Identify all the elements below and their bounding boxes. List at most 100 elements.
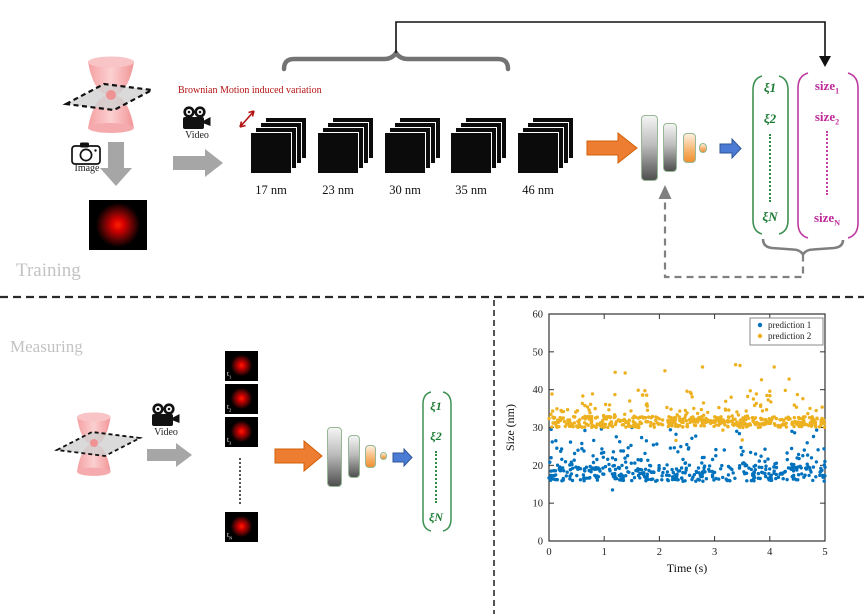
data-point (566, 419, 570, 423)
data-point (590, 419, 594, 423)
data-point (627, 423, 631, 428)
data-point (774, 472, 778, 477)
data-point (581, 394, 585, 398)
data-point (780, 472, 784, 476)
data-point (648, 464, 653, 468)
data-point (593, 406, 597, 411)
blue-arrow-training (719, 137, 742, 160)
data-point (801, 454, 805, 458)
data-point (684, 419, 689, 423)
data-point (772, 422, 777, 426)
data-point-outlier (583, 428, 587, 433)
data-point (628, 399, 632, 403)
data-point (810, 415, 814, 419)
data-point (704, 416, 708, 421)
data-point (600, 447, 604, 451)
data-point (591, 454, 595, 458)
network-layer-2-training (663, 123, 677, 172)
data-point (662, 466, 666, 471)
data-point (784, 416, 788, 420)
data-point (748, 423, 753, 427)
data-point (759, 403, 763, 407)
data-point (783, 388, 787, 393)
x-tick-label: 2 (657, 547, 662, 558)
data-point (706, 410, 710, 415)
data-point (783, 469, 787, 474)
trapped-particle-measuring (90, 439, 98, 447)
data-point (789, 462, 794, 466)
data-point (752, 479, 756, 483)
stack-size-label: 46 nm (522, 183, 554, 197)
data-point-outlier (772, 365, 776, 369)
x-tick-label: 3 (712, 547, 717, 558)
data-point (611, 450, 616, 454)
data-point (587, 417, 591, 421)
data-point-outlier (740, 438, 744, 442)
data-point (801, 418, 806, 422)
data-point (670, 475, 675, 479)
data-point (595, 478, 600, 482)
data-point (690, 395, 694, 399)
data-point (712, 419, 716, 423)
data-point (760, 465, 764, 470)
data-point (803, 415, 807, 419)
data-point-outlier (550, 440, 554, 444)
data-point (580, 447, 584, 451)
vector-entry-1: ξ1 (763, 80, 777, 95)
x-tick-label: 5 (822, 547, 827, 558)
data-point (679, 466, 684, 470)
data-point (549, 412, 553, 416)
data-point (629, 409, 633, 413)
data-point (753, 468, 757, 472)
data-point (687, 473, 692, 477)
data-point (593, 473, 597, 478)
data-point (576, 419, 580, 424)
data-point (724, 477, 728, 481)
measuring-section-label: Measuring (10, 337, 83, 356)
data-point (592, 424, 596, 428)
data-point (683, 461, 688, 465)
data-point (555, 407, 559, 411)
stack-size-label: 30 nm (389, 183, 421, 197)
data-point (681, 470, 685, 475)
data-point (780, 423, 784, 427)
data-point (676, 450, 680, 454)
data-point (769, 473, 773, 477)
data-point (593, 416, 598, 420)
data-point (624, 466, 629, 470)
data-point (667, 423, 671, 428)
data-point (568, 421, 572, 426)
data-point (555, 478, 559, 482)
data-point (767, 417, 771, 421)
prediction-chart: 0 1 2 3 4 5 0 10 20 30 40 50 60 Time (s) Size (nm) pred… (500, 300, 864, 614)
data-point (702, 455, 706, 460)
data-point (772, 469, 776, 473)
data-point (768, 394, 772, 398)
data-point (765, 419, 769, 423)
data-point (717, 423, 721, 427)
right-arrow-video-measuring (147, 443, 192, 467)
data-point-outlier (746, 394, 750, 399)
camera-icon (71, 142, 101, 165)
data-point (562, 419, 567, 424)
stack-size-label: 35 nm (455, 183, 487, 197)
data-point (814, 425, 818, 429)
data-point (702, 466, 706, 470)
data-point (601, 418, 605, 423)
data-point (558, 468, 562, 473)
data-point (769, 400, 773, 404)
data-point (582, 479, 586, 483)
data-point (741, 461, 746, 465)
data-point (805, 441, 809, 445)
y-tick-label: 20 (533, 461, 544, 472)
data-point (614, 435, 618, 439)
data-point (613, 392, 617, 397)
data-point (621, 476, 625, 481)
data-point (702, 424, 706, 428)
data-point (766, 457, 770, 461)
data-point (636, 388, 640, 392)
data-point (726, 464, 731, 469)
data-point (563, 460, 568, 464)
data-point (739, 445, 743, 450)
brownian-annotation: Brownian Motion induced variation (178, 85, 322, 96)
